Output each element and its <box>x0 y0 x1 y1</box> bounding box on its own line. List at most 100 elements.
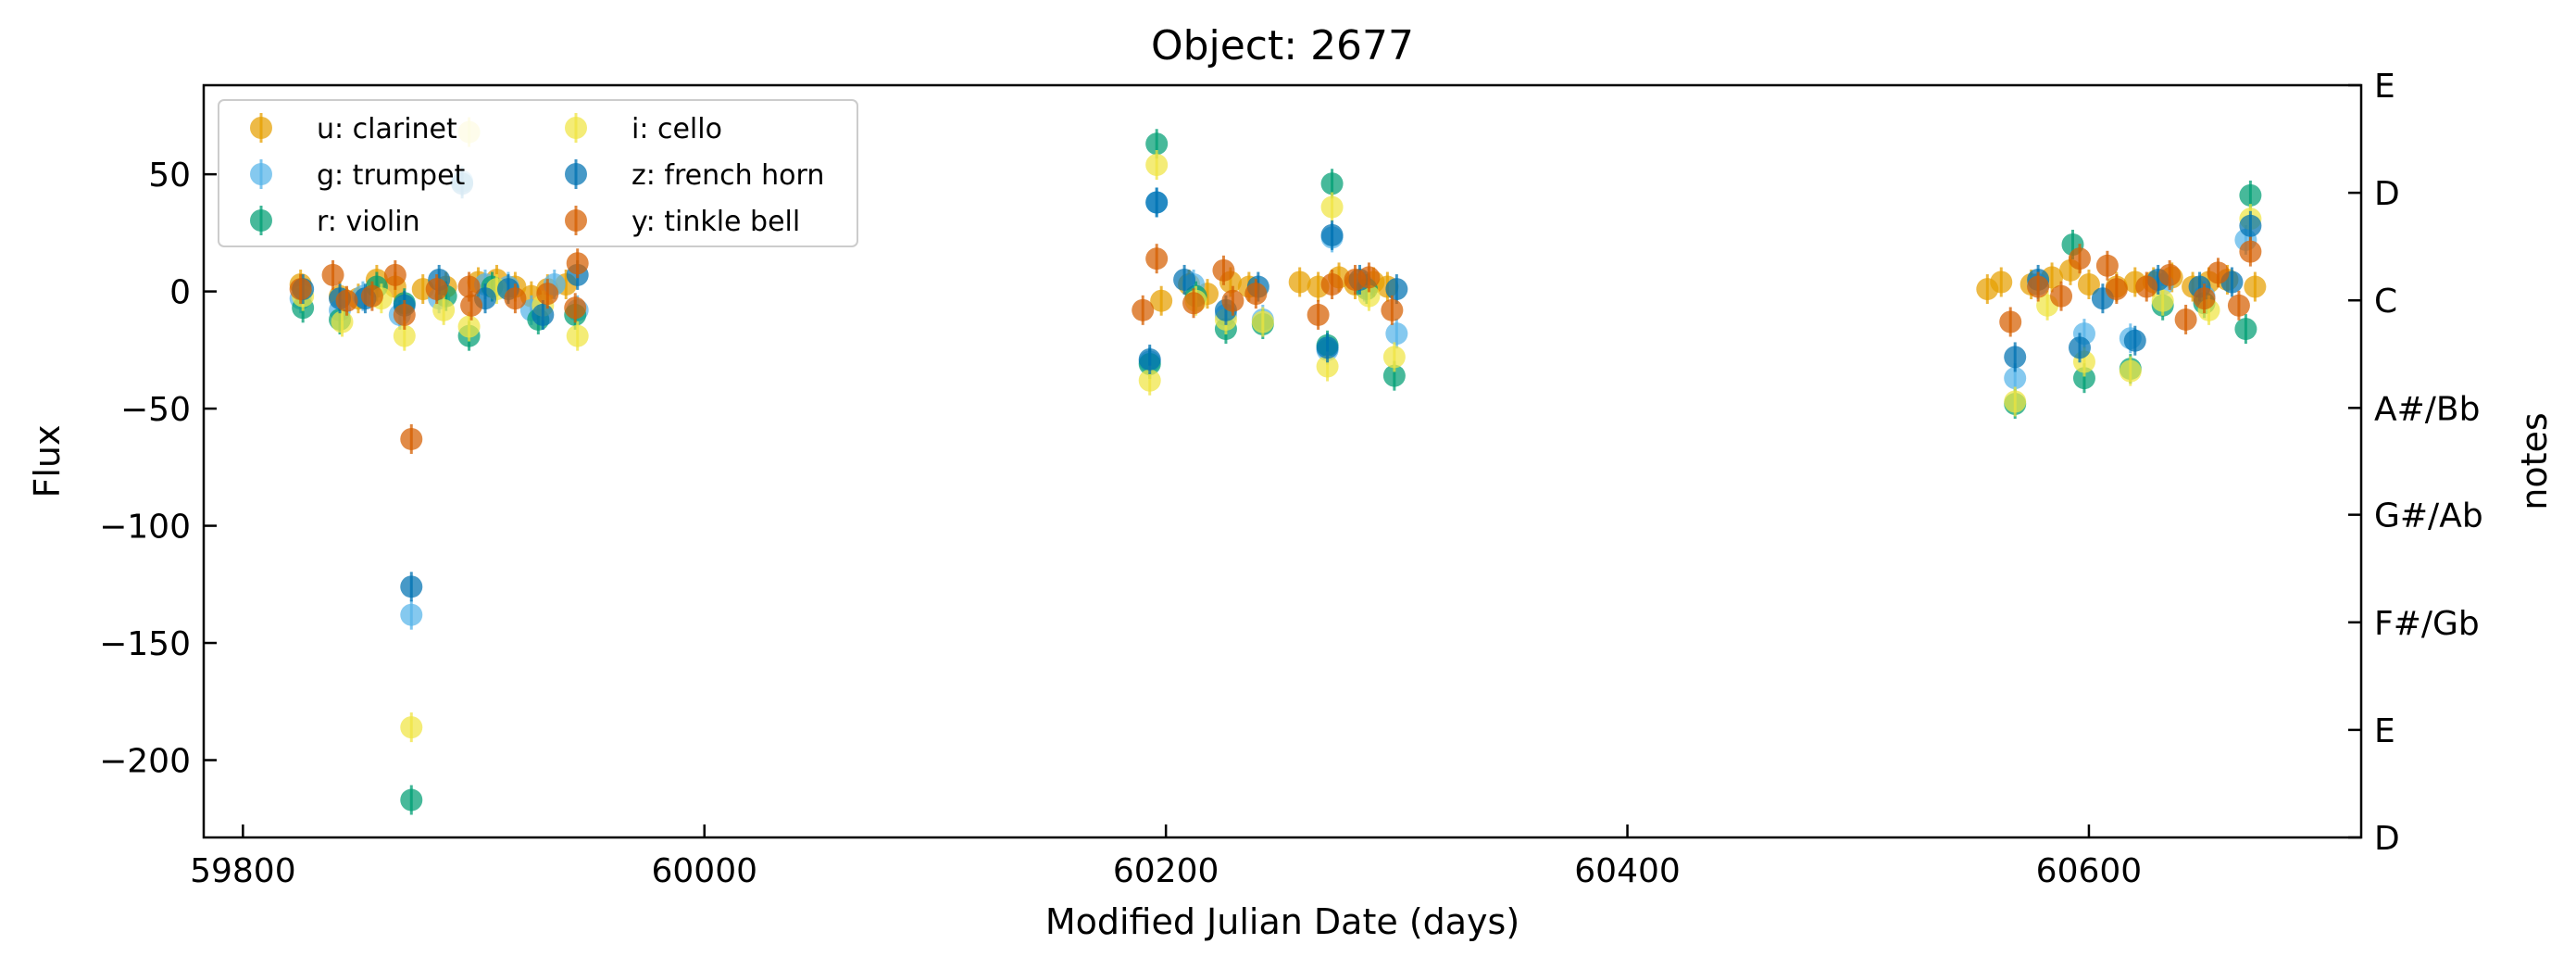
data-point <box>2077 273 2100 296</box>
legend-label: g: trumpet <box>317 159 466 192</box>
data-point <box>1288 271 1311 294</box>
legend-label: i: cello <box>631 113 722 145</box>
data-point <box>2193 287 2216 310</box>
data-point <box>2004 367 2027 390</box>
notes-tick-label: C <box>2374 283 2397 321</box>
data-point <box>531 303 555 326</box>
data-point <box>2158 263 2182 286</box>
y-tick-label: −50 <box>120 391 191 429</box>
data-point <box>1990 271 2013 294</box>
x-tick-label: 60400 <box>1574 852 1681 890</box>
legend-label: r: violin <box>317 206 420 238</box>
series-5 <box>289 236 2262 454</box>
data-point <box>1381 298 1404 321</box>
data-point <box>566 324 589 347</box>
data-point <box>1357 284 1381 308</box>
x-tick-label: 60000 <box>651 852 757 890</box>
y-tick-label: −100 <box>99 509 191 547</box>
notes-tick-label: A#/Bb <box>2374 390 2480 428</box>
legend-marker <box>250 163 272 185</box>
data-point <box>566 252 589 275</box>
notes-tick-label: G#/Ab <box>2374 497 2483 535</box>
data-point <box>2207 261 2230 284</box>
data-point <box>1145 132 1169 156</box>
data-point <box>2068 336 2091 359</box>
data-point <box>2123 329 2146 352</box>
data-point <box>1132 298 1155 321</box>
data-point <box>1221 289 1244 312</box>
legend-item: u: clarinet <box>250 113 457 145</box>
legend-item: z: french horn <box>565 159 824 192</box>
data-point <box>1244 283 1268 306</box>
plot-frame <box>202 83 2363 839</box>
legend-label: z: french horn <box>631 159 824 192</box>
data-point <box>1307 303 1330 326</box>
legend-marker <box>250 209 272 232</box>
legend-item: r: violin <box>250 206 420 238</box>
legend-box <box>218 99 858 247</box>
data-point <box>2095 254 2119 277</box>
data-point <box>400 575 423 598</box>
data-point <box>2227 294 2250 317</box>
legend: u: clarinet g: trumpet r: violin i: cello z:… <box>218 99 858 247</box>
data-point <box>1150 289 1173 312</box>
data-point <box>1357 266 1381 289</box>
secondary-y-axis-label: notes <box>2514 412 2555 510</box>
data-point <box>2027 275 2050 298</box>
data-point <box>1999 310 2022 333</box>
x-tick-label: 60600 <box>2036 852 2143 890</box>
data-point <box>1385 278 1408 301</box>
data-point <box>1138 369 1161 392</box>
data-point <box>400 716 423 739</box>
data-point <box>1182 292 1206 315</box>
data-points <box>289 117 2267 815</box>
data-point <box>400 427 423 450</box>
x-axis: 59800 60000 60200 60400 60600 <box>190 824 2142 890</box>
data-point <box>2119 359 2142 383</box>
legend-item: i: cello <box>565 113 722 145</box>
data-point <box>460 294 483 317</box>
data-point <box>331 310 354 333</box>
data-point <box>2050 284 2073 308</box>
data-point <box>2239 214 2262 237</box>
data-point <box>1320 223 1344 246</box>
data-point <box>321 263 344 286</box>
legend-item: g: trumpet <box>250 159 466 192</box>
data-point <box>425 278 448 301</box>
data-point <box>1173 268 1196 291</box>
data-point <box>2174 308 2197 331</box>
data-point <box>2234 318 2257 341</box>
legend-marker <box>250 117 272 139</box>
data-point <box>564 296 587 320</box>
notes-tick-label: E <box>2374 712 2395 750</box>
legend-marker <box>565 209 587 232</box>
y-tick-label: −200 <box>99 743 191 781</box>
x-tick-label: 59800 <box>190 852 296 890</box>
data-point <box>393 324 416 347</box>
data-point <box>504 287 527 310</box>
chart-title: Object: 2677 <box>1151 22 1414 69</box>
data-point <box>2105 278 2128 301</box>
y-tick-label: 0 <box>169 274 191 312</box>
data-point <box>383 263 406 286</box>
legend-item: y: tinkle bell <box>565 206 800 238</box>
data-point <box>1385 322 1408 346</box>
data-point <box>393 303 416 326</box>
y-tick-label: −150 <box>99 625 191 663</box>
secondary-y-axis: E D C A#/Bb G#/Ab F#/Gb E D <box>2348 68 2483 858</box>
legend-label: u: clarinet <box>317 113 457 145</box>
data-point <box>2239 183 2262 207</box>
data-point <box>457 315 481 338</box>
data-point <box>2072 367 2095 390</box>
data-point <box>400 788 423 812</box>
data-point <box>1320 195 1344 219</box>
data-point <box>1145 191 1169 214</box>
data-point <box>2239 240 2262 263</box>
data-point <box>289 278 312 301</box>
y-axis-label: Flux <box>27 425 68 498</box>
data-point <box>2244 275 2267 298</box>
data-point <box>1316 355 1339 378</box>
data-point <box>335 289 358 312</box>
data-point <box>2068 247 2091 271</box>
